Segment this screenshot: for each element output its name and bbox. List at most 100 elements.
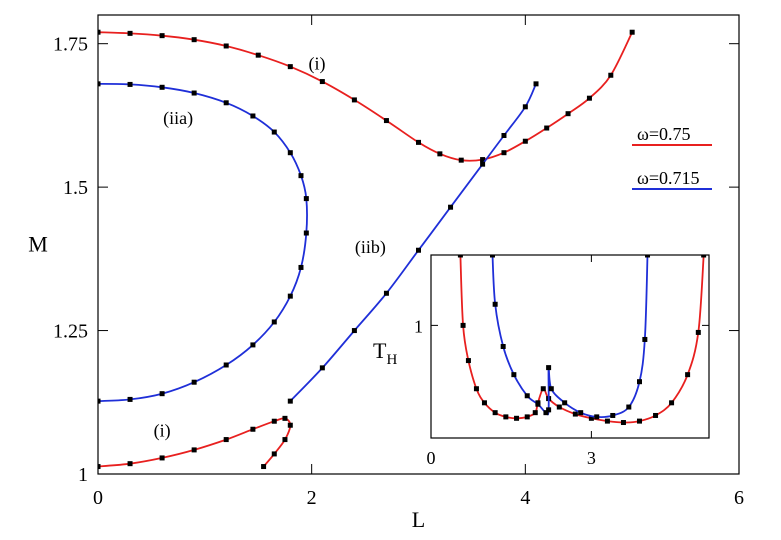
inset-data-point bbox=[481, 400, 487, 406]
main-data-point bbox=[287, 64, 293, 70]
inset-data-point bbox=[548, 386, 554, 392]
main-data-point bbox=[255, 52, 261, 58]
main-data-point bbox=[191, 37, 197, 43]
inset-data-point bbox=[546, 407, 552, 413]
main-data-point bbox=[480, 161, 486, 167]
main-data-point bbox=[223, 362, 229, 368]
main-data-point bbox=[437, 151, 443, 157]
inset-data-point bbox=[610, 412, 616, 418]
inset-y-tick-label: 1 bbox=[414, 316, 423, 336]
inset-data-point bbox=[685, 372, 691, 378]
main-data-point bbox=[282, 437, 288, 443]
inset-data-point bbox=[500, 344, 506, 349]
inset-data-point bbox=[514, 415, 520, 421]
main-data-point bbox=[271, 319, 277, 325]
inset-data-point bbox=[578, 410, 584, 416]
inset-data-point bbox=[594, 414, 600, 420]
main-data-point bbox=[480, 157, 486, 163]
inset-data-point bbox=[637, 418, 642, 424]
main-data-point bbox=[319, 365, 325, 371]
main-x-tick-label: 6 bbox=[734, 487, 744, 509]
main-x-tick-label: 2 bbox=[307, 487, 317, 509]
inset-x-tick-label: 0 bbox=[427, 448, 436, 468]
inset-plot: 0 3 1 TH bbox=[373, 254, 710, 468]
main-x-tick-label: 4 bbox=[520, 487, 530, 509]
main-data-point bbox=[448, 204, 454, 210]
main-data-point bbox=[98, 464, 101, 470]
main-data-point bbox=[501, 150, 507, 156]
main-data-point bbox=[223, 43, 229, 49]
main-data-point bbox=[319, 79, 325, 85]
main-data-point bbox=[127, 396, 133, 402]
inset-y-axis-title-base: T bbox=[373, 338, 387, 363]
main-data-point bbox=[458, 157, 464, 163]
inset-data-point bbox=[653, 412, 659, 418]
inset-x-tick-label: 3 bbox=[587, 448, 596, 468]
inset-data-point bbox=[492, 301, 498, 307]
main-series-line-0 bbox=[98, 31, 634, 162]
inset-plot-frame bbox=[430, 254, 710, 439]
main-data-point bbox=[271, 418, 277, 424]
main-data-point bbox=[383, 290, 389, 296]
inset-data-point bbox=[695, 329, 701, 335]
main-data-point bbox=[98, 398, 101, 404]
main-data-point bbox=[287, 293, 293, 299]
main-data-point bbox=[223, 100, 229, 106]
main-series-line-1 bbox=[98, 82, 308, 402]
inset-data-point bbox=[572, 411, 578, 417]
main-data-point bbox=[501, 132, 507, 138]
main-data-point bbox=[629, 29, 635, 35]
inset-curves bbox=[457, 255, 707, 426]
curve-annotation: (iib) bbox=[355, 237, 386, 258]
main-data-point bbox=[522, 104, 528, 110]
inset-data-point bbox=[532, 410, 538, 416]
main-data-point bbox=[287, 150, 293, 156]
inset-data-point bbox=[503, 414, 509, 420]
main-y-tick-label: 1.25 bbox=[53, 321, 88, 343]
main-data-point bbox=[298, 173, 304, 179]
curve-annotation: (iia) bbox=[163, 108, 193, 129]
main-plot: 0 2 4 6 1 1.25 1.5 1.75 L M (i) (iia) (iib) (i) ω=0.75… bbox=[28, 14, 744, 532]
inset-data-point bbox=[588, 415, 594, 421]
main-data-point bbox=[298, 264, 304, 270]
main-data-point bbox=[271, 451, 277, 457]
inset-data-point bbox=[543, 410, 549, 416]
inset-data-point bbox=[620, 420, 626, 426]
main-data-point bbox=[608, 72, 614, 78]
main-data-point bbox=[127, 81, 133, 87]
inset-data-point bbox=[669, 400, 675, 406]
main-series-markers-0 bbox=[98, 29, 635, 163]
main-data-point bbox=[303, 196, 309, 202]
main-data-point bbox=[287, 398, 293, 404]
inset-data-point bbox=[645, 255, 651, 258]
main-data-point bbox=[191, 90, 197, 96]
legend-label: ω=0.715 bbox=[637, 168, 700, 188]
main-y-tick-label: 1.5 bbox=[63, 177, 88, 199]
inset-data-point bbox=[492, 410, 498, 416]
main-data-point bbox=[98, 81, 101, 87]
main-y-tick-label: 1 bbox=[78, 464, 88, 486]
main-data-point bbox=[159, 84, 165, 90]
inset-series-markers-1 bbox=[489, 255, 651, 420]
main-data-point bbox=[98, 29, 101, 35]
main-data-point bbox=[416, 247, 421, 253]
main-data-point bbox=[544, 125, 550, 131]
inset-data-point bbox=[642, 336, 648, 342]
inset-data-point bbox=[637, 379, 642, 385]
main-data-point bbox=[351, 97, 357, 103]
inset-data-point bbox=[465, 358, 471, 364]
main-x-tick-label: 0 bbox=[93, 487, 103, 509]
inset-data-point bbox=[524, 414, 530, 420]
main-data-point bbox=[191, 447, 197, 453]
main-series-markers-1 bbox=[98, 81, 309, 404]
main-data-point bbox=[533, 81, 539, 87]
legend-label: ω=0.75 bbox=[637, 124, 691, 144]
main-data-point bbox=[191, 379, 197, 385]
main-y-tick-label: 1.75 bbox=[53, 34, 88, 56]
inset-data-point bbox=[562, 400, 568, 406]
x-axis-title: L bbox=[412, 507, 425, 532]
main-data-point bbox=[383, 118, 389, 124]
main-series-markers-2 bbox=[287, 81, 539, 404]
